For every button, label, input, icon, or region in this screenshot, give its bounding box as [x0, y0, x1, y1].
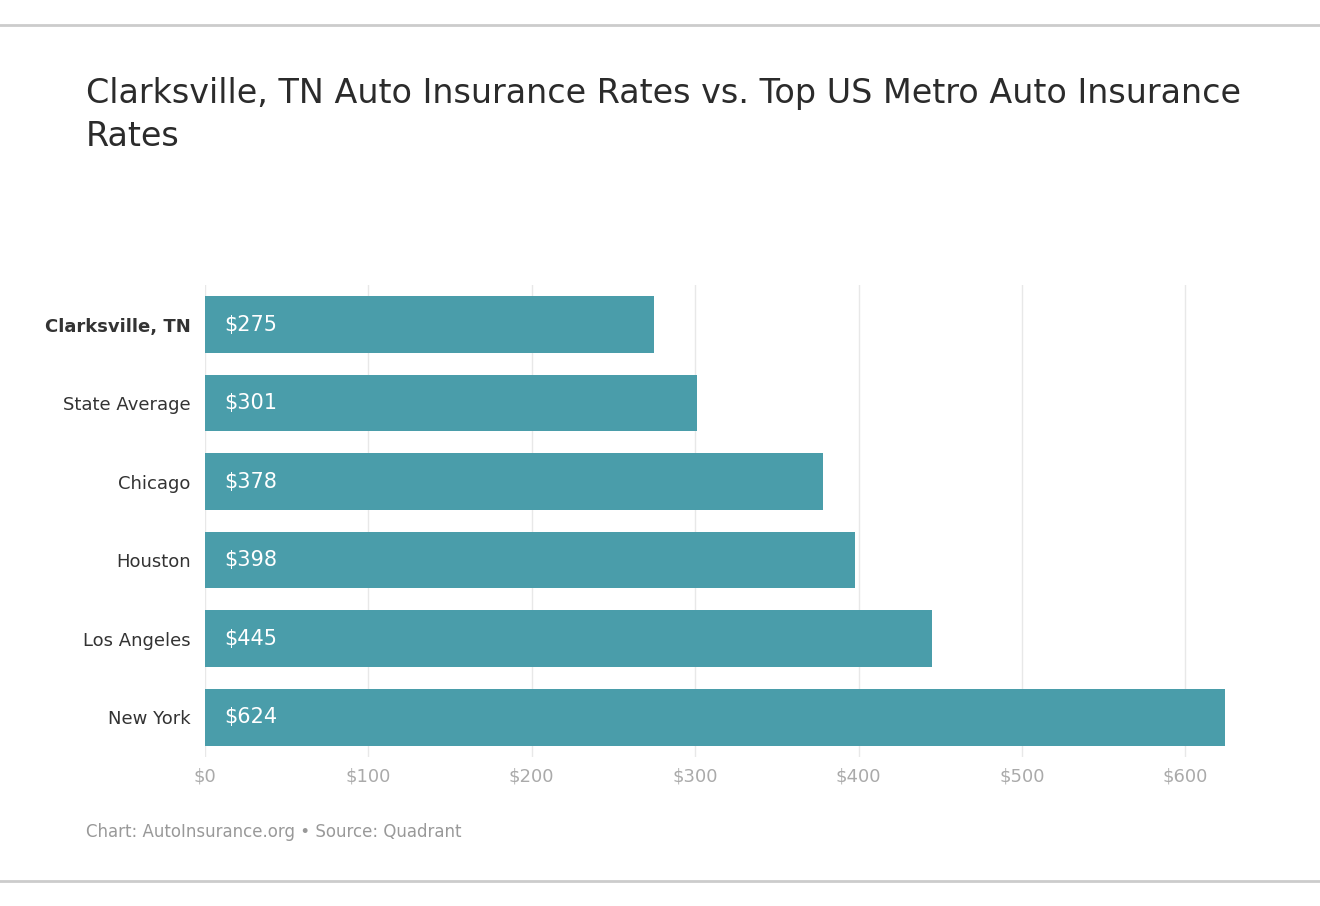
Text: Chart: AutoInsurance.org • Source: Quadrant: Chart: AutoInsurance.org • Source: Quadr… [86, 823, 461, 841]
Text: $301: $301 [224, 393, 277, 413]
Text: Clarksville, TN Auto Insurance Rates vs. Top US Metro Auto Insurance
Rates: Clarksville, TN Auto Insurance Rates vs.… [86, 77, 1241, 153]
Bar [205, 375, 697, 431]
Text: $378: $378 [224, 472, 277, 492]
Text: $624: $624 [224, 708, 277, 728]
Text: $398: $398 [224, 550, 277, 570]
Bar [205, 453, 822, 510]
Bar [205, 532, 855, 589]
Bar [205, 611, 932, 667]
Bar [205, 689, 1225, 746]
Text: $445: $445 [224, 629, 277, 649]
Bar [205, 296, 655, 353]
Text: $275: $275 [224, 314, 277, 334]
